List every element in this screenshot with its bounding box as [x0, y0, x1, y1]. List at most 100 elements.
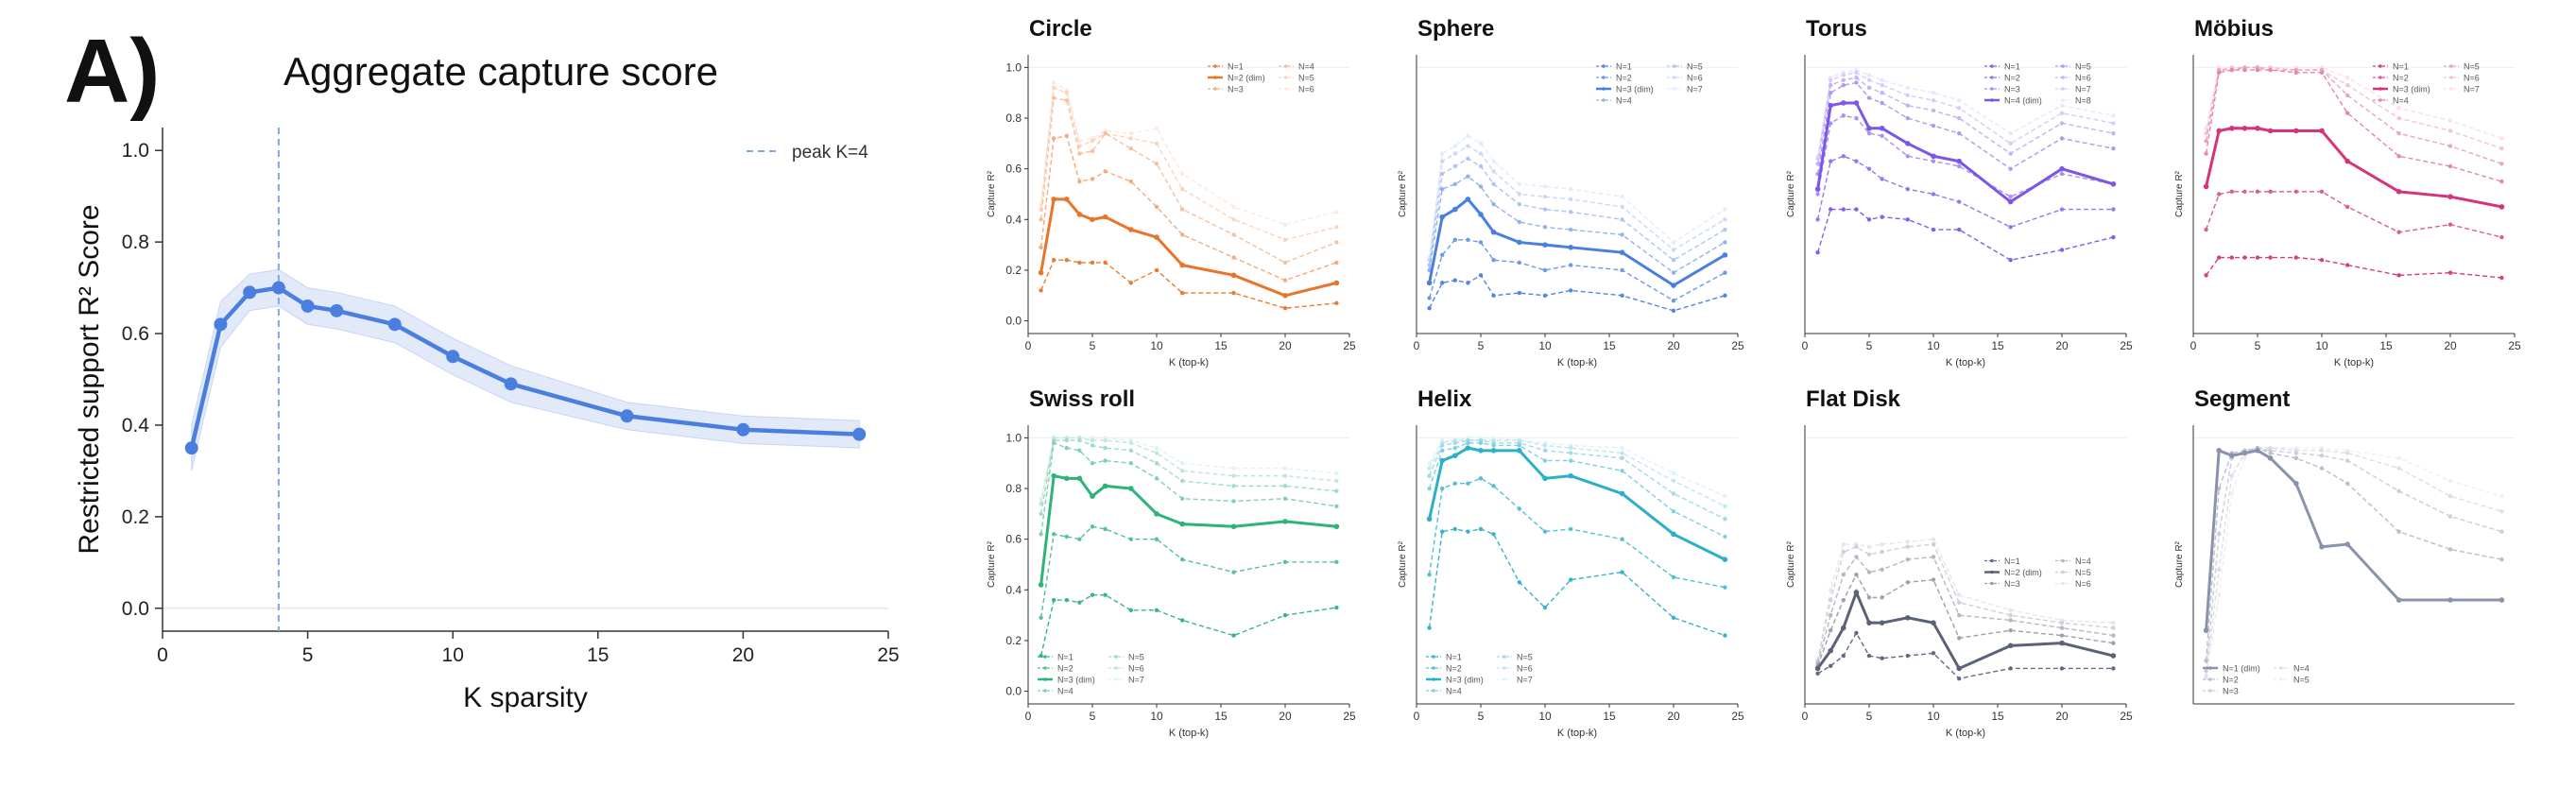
- data-point: [1879, 125, 1885, 131]
- data-point: [2229, 189, 2234, 195]
- data-point: [1931, 153, 1936, 160]
- data-point: [2255, 125, 2260, 131]
- data-point: [1466, 174, 1470, 179]
- panel-title: Helix: [1417, 386, 1472, 412]
- data-point: [1180, 557, 1185, 562]
- data-point: [1452, 440, 1458, 445]
- data-point: [2255, 255, 2260, 260]
- x-tick-label: 25: [1731, 710, 1744, 723]
- data-point: [1829, 207, 1833, 212]
- x-tick-label: 25: [877, 644, 899, 666]
- data-point: [1671, 248, 1676, 252]
- data-point: [1231, 633, 1236, 638]
- series-line: [1428, 158, 1726, 266]
- y-tick-label: 0.4: [122, 415, 150, 437]
- data-point: [1333, 523, 1340, 530]
- data-point: [2396, 529, 2401, 534]
- series-line: [1428, 274, 1726, 312]
- series-line: [1428, 477, 1726, 589]
- data-point: [1880, 214, 1884, 219]
- data-point: [1671, 531, 1676, 538]
- data-point: [736, 422, 750, 437]
- data-point: [1517, 448, 1522, 454]
- data-point: [1854, 75, 1859, 80]
- data-point: [1440, 159, 1445, 163]
- series-line: [1816, 208, 2114, 261]
- data-point: [1829, 91, 1833, 95]
- series-line: [1816, 114, 2114, 197]
- x-tick-label: 15: [1603, 339, 1616, 352]
- data-point: [1180, 618, 1185, 623]
- data-point: [1466, 481, 1470, 486]
- data-point: [1064, 597, 1070, 603]
- data-point: [1815, 192, 1820, 197]
- data-point: [2008, 618, 2013, 623]
- y-tick-label: 0.2: [122, 506, 149, 528]
- data-point: [1957, 115, 1962, 121]
- data-point: [852, 427, 867, 441]
- panel-title: Flat Disk: [1806, 386, 1901, 412]
- series-line: [1039, 441, 1337, 535]
- data-point: [2111, 121, 2116, 126]
- series-line: [1816, 72, 2114, 160]
- data-point: [2293, 480, 2299, 487]
- series-line: [1039, 593, 1337, 657]
- y-tick-label: 0.4: [1005, 583, 1022, 596]
- data-point: [2111, 633, 2116, 638]
- data-point: [1051, 472, 1056, 479]
- x-tick-label: 20: [2055, 710, 2069, 723]
- data-point: [1542, 184, 1548, 189]
- legend-marker: [1990, 581, 1994, 586]
- x-tick-label: 25: [2120, 710, 2133, 723]
- data-point: [1957, 130, 1962, 136]
- legend-label: N=6: [2464, 74, 2480, 83]
- data-point: [2499, 597, 2505, 603]
- data-point: [2344, 541, 2350, 547]
- data-point: [2447, 194, 2453, 199]
- legend-marker: [1213, 76, 1217, 79]
- data-point: [2396, 130, 2401, 136]
- legend-label: N=4: [1057, 687, 1073, 696]
- legend-label: N=1: [1616, 62, 1632, 72]
- data-point: [1452, 445, 1458, 451]
- legend-marker: [1503, 655, 1506, 659]
- series-line: [1817, 631, 2114, 679]
- legend-label: N=4: [1298, 62, 1314, 72]
- x-tick-label: 5: [1866, 339, 1873, 352]
- data-point: [1957, 227, 1962, 232]
- panel-title: Segment: [2194, 386, 2290, 412]
- series-line: [1816, 77, 2114, 164]
- data-point: [1128, 608, 1134, 612]
- data-point: [1517, 443, 1522, 448]
- legend-label: N=7: [2075, 85, 2091, 94]
- x-tick-label: 15: [1991, 339, 2004, 352]
- data-point: [2319, 466, 2325, 471]
- data-point: [1905, 85, 1911, 91]
- panel-title: Circle: [1029, 16, 1092, 42]
- data-point: [1039, 511, 1043, 517]
- panel-torus: Torus 0 5 10 15 20 25 K (top-k) Capture R² N=1 N=2…: [1786, 16, 2133, 368]
- data-point: [1671, 283, 1676, 288]
- data-point: [1180, 186, 1185, 192]
- data-point: [1154, 267, 1159, 273]
- data-point: [2345, 263, 2350, 267]
- data-point: [2241, 450, 2248, 456]
- legend-label: N=6: [2075, 579, 2091, 589]
- data-point: [2447, 144, 2453, 148]
- data-point: [1957, 600, 1962, 605]
- data-point: [1542, 443, 1548, 448]
- data-point: [2204, 273, 2208, 278]
- data-point: [1957, 592, 1962, 597]
- data-point: [1282, 305, 1288, 311]
- data-point: [2293, 451, 2298, 455]
- legend-marker: [1990, 98, 1994, 102]
- data-point: [1426, 280, 1433, 286]
- data-point: [2059, 111, 2065, 115]
- x-tick-label: 15: [587, 644, 609, 666]
- data-point: [2447, 547, 2453, 552]
- y-tick-label: 0.8: [1005, 111, 1022, 125]
- x-axis-label: K (top-k): [1557, 357, 1597, 368]
- data-point: [1427, 573, 1432, 577]
- data-point: [1077, 260, 1082, 266]
- data-point: [1542, 225, 1548, 230]
